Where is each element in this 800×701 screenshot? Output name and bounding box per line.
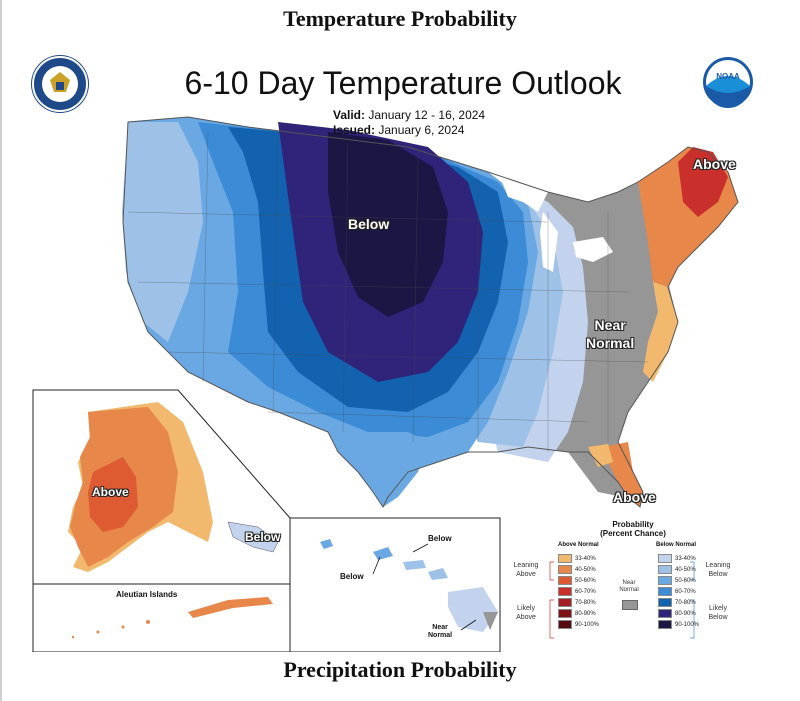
legend-above-swatch <box>558 565 572 574</box>
legend-below-bin-label: 50-60% <box>675 577 696 584</box>
above-florida-label: Above <box>613 489 656 505</box>
southeast-leaning-above <box>588 444 613 467</box>
legend-below-bin-label: 60-70% <box>675 588 696 595</box>
above-alaska-label: Above <box>92 485 129 499</box>
legend-leaning-below: Leaning Below <box>705 562 731 578</box>
legend-above-bin-4: 60-70% <box>558 587 596 596</box>
precipitation-probability-heading: Precipitation Probability <box>283 657 517 682</box>
legend-above-bin-label: 90-100% <box>575 621 600 628</box>
much-below-core <box>328 132 448 317</box>
legend-below-bin-5: 70-80% <box>658 598 696 607</box>
legend-above-bin-6: 80-90% <box>558 609 596 618</box>
legend-near-normal: Near Normal <box>619 580 639 593</box>
hawaii-below-label-2: Below <box>340 572 364 581</box>
near-normal-label: Near Normal <box>586 317 635 351</box>
legend-above-bin-7: 90-100% <box>558 620 599 629</box>
legend-below-swatch <box>658 554 672 563</box>
temperature-outlook-map: 6-10 Day Temperature Outlook Valid: Janu… <box>28 52 778 652</box>
texas-below-region <box>328 432 428 507</box>
legend-above-swatch <box>558 598 572 607</box>
legend-below-swatch <box>658 587 672 596</box>
legend-below-bin-label: 70-80% <box>675 599 696 606</box>
legend-below-swatch <box>658 609 672 618</box>
above-brackets <box>549 561 554 639</box>
valid-dates: Valid: January 12 - 16, 2024 <box>333 108 486 122</box>
alaska-panhandle <box>227 521 279 553</box>
above-northeast-label: Above <box>693 156 736 172</box>
legend-above-swatch <box>558 576 572 585</box>
issued-date: Issued: January 6, 2024 <box>333 123 465 137</box>
hawaii-near-normal-label: Near Normal <box>428 624 453 639</box>
legend-above-swatch <box>558 609 572 618</box>
commerce-seal-icon <box>32 56 88 112</box>
legend-below-bin-label: 90-100% <box>675 621 700 628</box>
temperature-probability-heading: Temperature Probability <box>283 6 517 31</box>
hawaii-label-pointer-1 <box>412 543 429 553</box>
legend-above-header: Above Normal <box>558 542 599 548</box>
east-coast-leaning-above <box>643 282 678 382</box>
legend-below-bin-label: 80-90% <box>675 610 696 617</box>
legend-above-bin-label: 33-40% <box>575 555 596 562</box>
aleutian-islands-label: Aleutian Islands <box>116 590 178 599</box>
legend-likely-below: Likely Below <box>708 605 728 621</box>
legend-above-swatch <box>558 620 572 629</box>
state-borders <box>127 131 649 452</box>
legend-below-bin-label: 40-50% <box>675 566 696 573</box>
northeast-above-core <box>678 147 728 217</box>
conus-outline <box>122 116 739 508</box>
outlook-map-graphic <box>32 116 739 652</box>
legend-likely-above: Likely Above <box>516 605 536 621</box>
aleutian-islands-shapes <box>71 597 273 639</box>
below-central-label: Below <box>348 216 390 232</box>
legend-below-swatch <box>658 598 672 607</box>
legend-below-bin-label: 33-40% <box>675 555 696 562</box>
legend-below-swatch <box>658 576 672 585</box>
alaska-above-core <box>88 457 138 532</box>
hawaii-below-label-1: Below <box>428 534 452 543</box>
legend-above-bin-label: 50-60% <box>575 577 596 584</box>
legend-below-bin-6: 80-90% <box>658 609 696 618</box>
west-coast-leaning-below <box>122 122 203 342</box>
legend-above-bin-3: 50-60% <box>558 576 596 585</box>
legend-above-bin-label: 70-80% <box>575 599 596 606</box>
florida-above-region <box>603 442 643 507</box>
legend-above-bin-2: 40-50% <box>558 565 596 574</box>
legend-below-bin-1: 33-40% <box>658 554 696 563</box>
legend-leaning-above: Leaning Above <box>513 562 539 578</box>
hawaii-inset-frame <box>289 517 501 652</box>
outlook-title: 6-10 Day Temperature Outlook <box>184 65 622 101</box>
hawaii-label-pointer-2 <box>372 556 381 575</box>
legend-below-bin-7: 90-100% <box>658 620 699 629</box>
legend-below-swatch <box>658 620 672 629</box>
legend-title: Probability (Percent Chance) <box>600 520 666 538</box>
legend-above-bin-5: 70-80% <box>558 598 596 607</box>
legend-above-bin-label: 80-90% <box>575 610 596 617</box>
legend-below-swatch <box>658 565 672 574</box>
legend-above-swatch <box>558 554 572 563</box>
left-edge-rule <box>0 0 2 701</box>
great-lakes <box>498 172 613 272</box>
noaa-logo-icon: NOAA <box>702 56 754 108</box>
legend-above-bin-label: 40-50% <box>575 566 596 573</box>
legend-above-bin-label: 60-70% <box>575 588 596 595</box>
legend-below-bin-2: 40-50% <box>658 565 696 574</box>
legend-below-bin-4: 60-70% <box>658 587 696 596</box>
legend-above-bin-1: 33-40% <box>558 554 596 563</box>
legend-below-header: Below Normal <box>656 542 697 548</box>
svg-text:NOAA: NOAA <box>716 72 740 81</box>
hawaii-label-pointer-3 <box>460 619 477 631</box>
hawaii-islands <box>320 539 498 632</box>
below-panhandle-label: Below <box>245 530 281 544</box>
legend-below-bin-3: 50-60% <box>658 576 696 585</box>
legend-above-swatch <box>558 587 572 596</box>
below-brackets <box>690 561 695 639</box>
legend-near-normal-swatch <box>622 600 638 610</box>
